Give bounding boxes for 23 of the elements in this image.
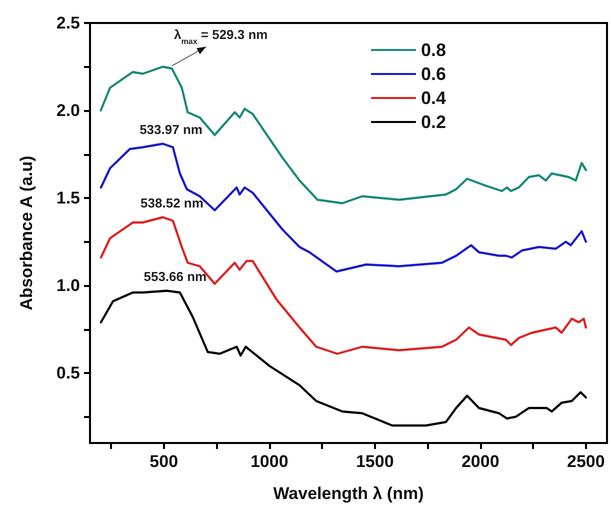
legend-label: 0.8 [420, 40, 446, 60]
line-series [100, 142, 587, 273]
annotation: 538.52 nm [140, 195, 204, 210]
line-series [100, 290, 587, 427]
x-tick-label: 1000 [250, 452, 288, 471]
annotation: 553.66 nm [144, 268, 207, 284]
y-axis-title: Absorbance A (a.u) [17, 156, 36, 310]
y-tick-label: 1.0 [56, 276, 80, 295]
y-tick-label: 2.0 [56, 101, 80, 120]
y-tick-label: 2.5 [56, 14, 80, 32]
x-tick-label: 2500 [566, 452, 605, 471]
annotation: λ$_{max}$ = 529.3 nm [174, 26, 268, 46]
x-axis-title: Wavelength λ (nm) [273, 484, 424, 503]
annotation: 533.97 nm [140, 122, 202, 137]
x-tick-label: 500 [150, 452, 178, 471]
legend-label: 0.6 [420, 64, 446, 84]
x-tick-label: 1500 [356, 452, 394, 471]
y-tick-label: 1.5 [56, 188, 80, 208]
x-tick-label: 2000 [461, 452, 500, 471]
line-series [100, 216, 587, 355]
y-tick-label: 0.5 [56, 364, 80, 382]
legend-label: 0.2 [420, 112, 446, 132]
legend-label: 0.4 [420, 88, 446, 108]
